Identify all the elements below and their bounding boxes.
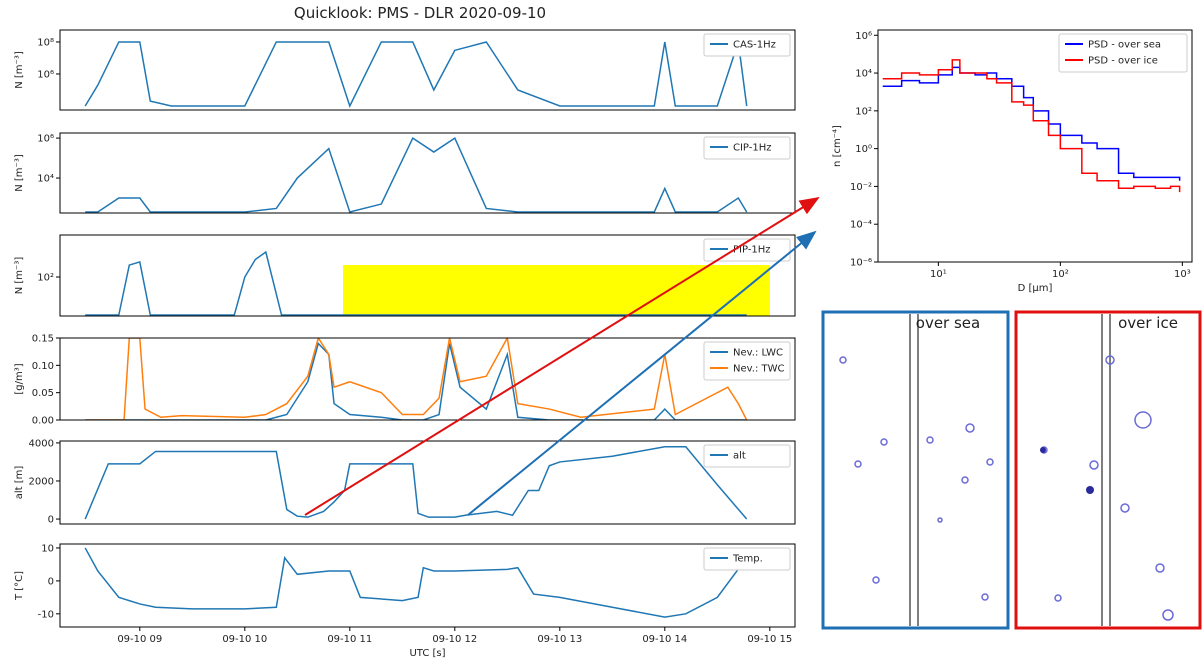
legend-label: Nev.: LWC bbox=[733, 348, 783, 359]
y-tick-label: 10² bbox=[855, 106, 872, 117]
plot-frame bbox=[59, 29, 796, 111]
series-line bbox=[84, 41, 748, 108]
plot-frame bbox=[59, 440, 796, 525]
legend-label: PSD - over sea bbox=[1088, 40, 1161, 51]
arrow bbox=[467, 230, 817, 516]
legend-box bbox=[703, 136, 791, 160]
highlight-box bbox=[343, 265, 770, 316]
y-tick-label: 4000 bbox=[29, 438, 54, 449]
series-line bbox=[84, 445, 748, 520]
arrow bbox=[304, 196, 820, 516]
plot-frame bbox=[59, 337, 796, 421]
charts: 10⁶ 10⁸ N [m⁻³] CAS-1Hz 10⁴ 10⁶ N [m⁻³] CIP-1Hz… bbox=[14, 29, 1193, 659]
y-tick-label: 10⁴ bbox=[855, 69, 872, 80]
series-line bbox=[85, 250, 747, 316]
x-tick-label: 09-10 09 bbox=[117, 634, 162, 645]
y-tick-label: 0 bbox=[48, 576, 54, 587]
legend-box bbox=[703, 547, 791, 571]
legend-label: PIP-1Hz bbox=[733, 245, 771, 256]
y-axis-label: N [m⁻³] bbox=[14, 51, 25, 89]
legend-label: CAS-1Hz bbox=[733, 40, 776, 51]
x-tick-label: 10² bbox=[1052, 269, 1069, 280]
x-tick-label: 10¹ bbox=[930, 269, 947, 280]
figure-title: Quicklook: PMS - DLR 2020-09-10 bbox=[294, 4, 546, 22]
legend-label: Temp. bbox=[732, 554, 763, 565]
y-tick-label: 0.15 bbox=[32, 334, 54, 345]
y-tick-label: 10⁶ bbox=[855, 31, 872, 42]
x-tick-label: 09-10 12 bbox=[432, 634, 477, 645]
plot-frame bbox=[877, 29, 1193, 263]
y-axis-label: T [°C] bbox=[14, 571, 25, 601]
y-tick-label: 10⁶ bbox=[37, 134, 54, 145]
x-tick-label: 09-10 14 bbox=[642, 634, 687, 645]
x-axis-label: UTC [s] bbox=[409, 648, 445, 659]
series-line bbox=[85, 338, 748, 420]
legend-label: Nev.: TWC bbox=[733, 364, 784, 375]
series-line bbox=[84, 547, 748, 618]
legend-label: PSD - over ice bbox=[1088, 56, 1158, 67]
y-axis-label: N [m⁻³] bbox=[14, 257, 25, 295]
y-axis-label: n [cm⁻⁴] bbox=[832, 125, 843, 167]
plot-frame bbox=[59, 234, 796, 317]
legend-label: alt bbox=[733, 451, 746, 462]
x-axis-label: D [μm] bbox=[1018, 283, 1053, 294]
series-line bbox=[882, 66, 1181, 181]
y-tick-label: 0 bbox=[48, 515, 54, 526]
image-label: over ice bbox=[1118, 314, 1178, 332]
plot-frame bbox=[59, 543, 796, 628]
x-tick-label: 09-10 11 bbox=[327, 634, 372, 645]
y-tick-label: 10⁴ bbox=[37, 174, 54, 185]
y-tick-label: 10⁸ bbox=[37, 37, 54, 48]
y-tick-label: 10⁻² bbox=[850, 182, 872, 193]
y-tick-label: 10⁰ bbox=[855, 144, 872, 155]
y-tick-label: 10² bbox=[37, 273, 54, 284]
legend-box bbox=[703, 33, 791, 57]
x-tick-label: 09-10 10 bbox=[222, 634, 267, 645]
y-tick-label: -10 bbox=[38, 609, 54, 620]
x-tick-label: 10³ bbox=[1174, 269, 1191, 280]
y-axis-label: [g/m³] bbox=[14, 363, 25, 394]
y-tick-label: 10⁻⁴ bbox=[850, 220, 872, 231]
y-tick-label: 0.10 bbox=[32, 361, 54, 372]
series-line bbox=[85, 341, 747, 420]
y-tick-label: 10⁶ bbox=[37, 69, 54, 80]
image-panels: over sea over ice bbox=[821, 310, 1202, 630]
y-tick-label: 10⁻⁶ bbox=[850, 258, 872, 269]
x-tick-label: 09-10 15 bbox=[747, 634, 792, 645]
legend-box bbox=[1058, 33, 1188, 73]
x-tick-label: 09-10 13 bbox=[537, 634, 582, 645]
y-tick-label: 10 bbox=[41, 543, 54, 554]
y-tick-label: 2000 bbox=[29, 476, 54, 487]
y-tick-label: 0.05 bbox=[32, 388, 54, 399]
plot-frame bbox=[59, 132, 796, 214]
y-tick-label: 0.00 bbox=[32, 416, 54, 427]
legend-box bbox=[703, 444, 791, 468]
legend-label: CIP-1Hz bbox=[733, 143, 771, 154]
ice-frame bbox=[1014, 310, 1202, 630]
series-line bbox=[882, 59, 1181, 193]
image-label: over sea bbox=[916, 314, 980, 332]
y-axis-label: N [m⁻³] bbox=[14, 154, 25, 192]
y-axis-label: alt [m] bbox=[14, 466, 25, 500]
sea-frame bbox=[821, 310, 1010, 630]
series-line bbox=[85, 136, 748, 213]
